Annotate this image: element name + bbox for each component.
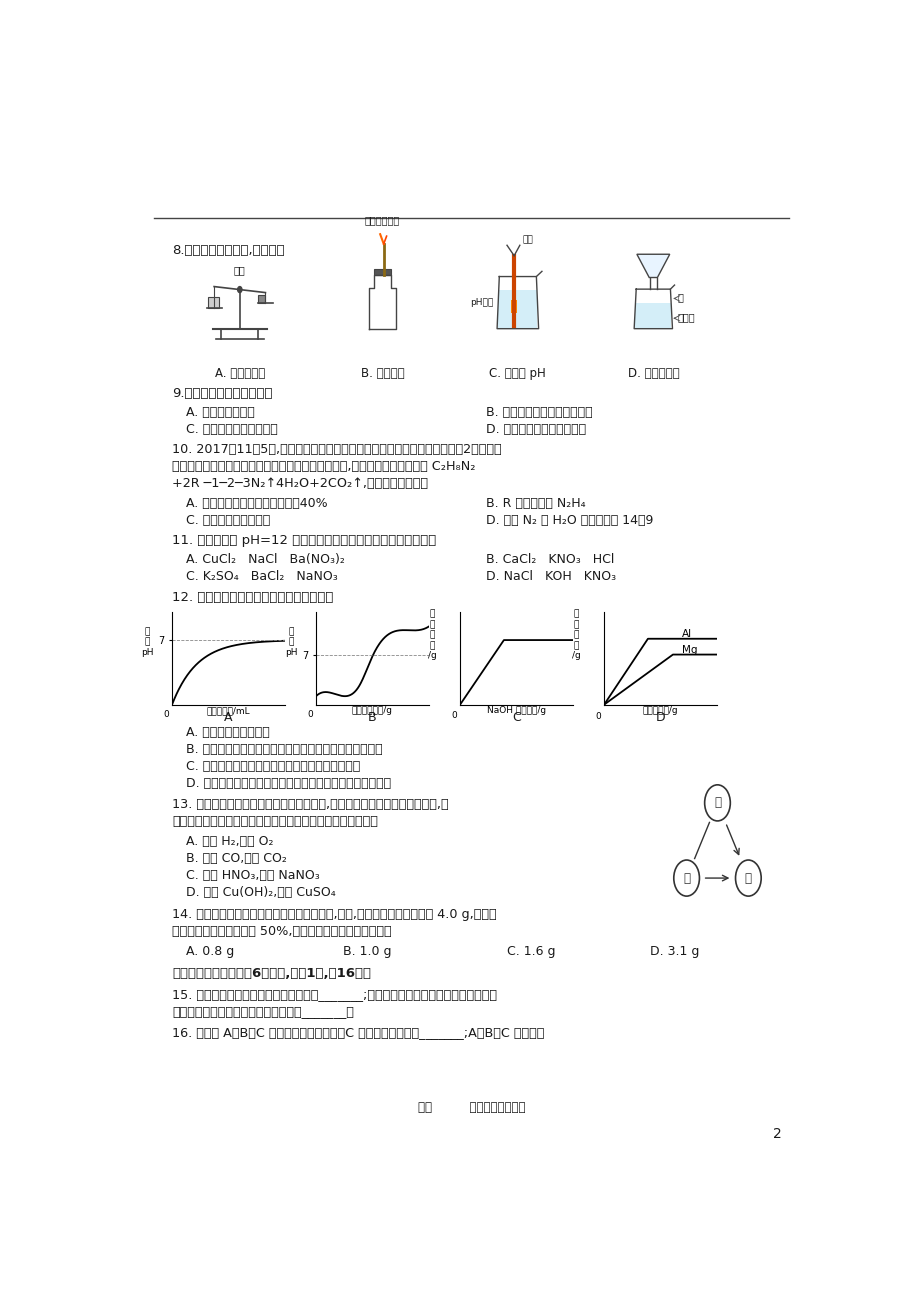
Text: B. 合成材料：合金、合成纤维: B. 合成材料：合金、合成纤维 (485, 406, 592, 419)
Polygon shape (636, 254, 669, 277)
Text: 体中钙元素的质量分数为 50%,则反应生成二氧化碳的质量为: 体中钙元素的质量分数为 50%,则反应生成二氧化碳的质量为 (172, 926, 391, 939)
Text: 13. 右图中表示相连的两种物质能发生反应,表示一种物质转化成另一种物质,部: 13. 右图中表示相连的两种物质能发生反应,表示一种物质转化成另一种物质,部 (172, 798, 448, 811)
Text: A. 向稀盐酸中不断加水: A. 向稀盐酸中不断加水 (186, 725, 270, 738)
Text: C. 测溶液 pH: C. 测溶液 pH (489, 367, 546, 380)
Text: B. 1.0 g: B. 1.0 g (343, 945, 391, 958)
Bar (634, 303, 670, 328)
Text: 甲: 甲 (713, 797, 720, 810)
Text: D. 向等质量的镁、铝中分别加入等质量分数的稀硫酸至过量: D. 向等质量的镁、铝中分别加入等质量分数的稀硫酸至过量 (186, 777, 391, 790)
Bar (258, 294, 265, 302)
Text: B. R 的化学式是 N₂H₄: B. R 的化学式是 N₂H₄ (485, 497, 584, 510)
Text: 10. 2017年11月5日,我国在西昌卫星发射中心用长征乙运载火箭成功发射了2颗北斗三: 10. 2017年11月5日,我国在西昌卫星发射中心用长征乙运载火箭成功发射了2… (172, 443, 501, 456)
Text: 镊子: 镊子 (522, 236, 533, 245)
Text: B: B (368, 711, 376, 724)
Text: A. 称量氯化钠: A. 称量氯化钠 (214, 367, 265, 380)
Bar (497, 290, 537, 328)
Text: C. 1.6 g: C. 1.6 g (506, 945, 555, 958)
Text: A: A (224, 711, 233, 724)
Text: D. 3.1 g: D. 3.1 g (649, 945, 698, 958)
Bar (511, 299, 516, 312)
Text: D. 乙是 Cu(OH)₂,丙是 CuSO₄: D. 乙是 Cu(OH)₂,丙是 CuSO₄ (186, 887, 335, 900)
Text: 15. 空气中含量较多且能供呼吸的气体是_______;地壳中含量最多的元素和人体中含量最: 15. 空气中含量较多且能供呼吸的气体是_______;地壳中含量最多的元素和人… (172, 988, 496, 1001)
Text: D. 有机物：酒精、碳酸氢钠: D. 有机物：酒精、碳酸氢钠 (485, 423, 585, 436)
Text: 9.下列物质的分类正确的是: 9.下列物质的分类正确的是 (172, 387, 272, 400)
Text: C. K₂SO₄   BaCl₂   NaNO₃: C. K₂SO₄ BaCl₂ NaNO₃ (186, 570, 337, 583)
Circle shape (673, 861, 698, 896)
Circle shape (734, 861, 760, 896)
Text: B. 向盐酸和氯化钙的混合溶液中逐滴加入纯碱溶液至过量: B. 向盐酸和氯化钙的混合溶液中逐滴加入纯碱溶液至过量 (186, 742, 382, 755)
Text: B. 检验氧气: B. 检验氧气 (360, 367, 403, 380)
Text: 8.下图所示实验操作,正确的是: 8.下图所示实验操作,正确的是 (172, 245, 284, 258)
Text: 二、填空题（本题包括6个小题,每空1分,共16分）: 二、填空题（本题包括6个小题,每空1分,共16分） (172, 967, 370, 980)
Text: 多的金属元素形成的化合物的化学式是_______。: 多的金属元素形成的化合物的化学式是_______。 (172, 1005, 354, 1018)
Text: C. 向盐酸和氧化镁的混合溶液中滴加氢氧化钠溶液: C. 向盐酸和氧化镁的混合溶液中滴加氢氧化钠溶液 (186, 760, 360, 773)
Text: 14. 取一定质量的碳酸钙高温加热一段时间后,冷却,测得剩余固体的质量为 4.0 g,剩余固: 14. 取一定质量的碳酸钙高温加热一段时间后,冷却,测得剩余固体的质量为 4.0… (172, 909, 496, 921)
Text: A. 碱：烧碱、纯碱: A. 碱：烧碱、纯碱 (186, 406, 255, 419)
Text: C. 甲是 HNO₃,丙是 NaNO₃: C. 甲是 HNO₃,丙是 NaNO₃ (186, 868, 320, 881)
Text: B. CaCl₂   KNO₃   HCl: B. CaCl₂ KNO₃ HCl (485, 553, 614, 566)
Text: 浓硫酸: 浓硫酸 (677, 312, 695, 322)
Text: 号全球组网卫星。此运载火箭的主要燃料是偏二甲肼,其反应的化学方程式为 C₂H₈N₂: 号全球组网卫星。此运载火箭的主要燃料是偏二甲肼,其反应的化学方程式为 C₂H₈N… (172, 460, 475, 473)
Text: 11. 下列物质在 pH=12 的溶液中能大量共存并形成无色溶液的是: 11. 下列物质在 pH=12 的溶液中能大量共存并形成无色溶液的是 (172, 534, 436, 547)
Text: 食盐: 食盐 (233, 264, 245, 275)
Text: D: D (655, 711, 664, 724)
Text: C. 氧化物：干冰、生石灰: C. 氧化物：干冰、生石灰 (186, 423, 278, 436)
Text: 水: 水 (677, 292, 683, 302)
Bar (373, 268, 391, 275)
Text: B. 乙是 CO,丙是 CO₂: B. 乙是 CO,丙是 CO₂ (186, 852, 287, 865)
Bar (208, 297, 220, 307)
Text: C: C (512, 711, 520, 724)
Text: A. 甲是 H₂,乙是 O₂: A. 甲是 H₂,乙是 O₂ (186, 835, 274, 848)
Text: C. 该反应属于分解反应: C. 该反应属于分解反应 (186, 514, 270, 527)
Text: 分反应物、生成物及反应条件未标出。则不可能出现的情况是: 分反应物、生成物及反应条件未标出。则不可能出现的情况是 (172, 815, 378, 828)
Text: 12. 下列图象能正确反映对应变化关系的是: 12. 下列图象能正确反映对应变化关系的是 (172, 591, 333, 604)
Text: D. NaCl   KOH   KNO₃: D. NaCl KOH KNO₃ (485, 570, 615, 583)
Text: 16. 下图是 A、B、C 三种元素的相关信息。C 元素的原子序数是_______;A、B、C 属于不同: 16. 下图是 A、B、C 三种元素的相关信息。C 元素的原子序数是______… (172, 1026, 544, 1039)
Text: 丙: 丙 (744, 871, 751, 884)
Text: pH试纸: pH试纸 (470, 298, 494, 307)
Text: 化学          第二页（共四页）: 化学 第二页（共四页） (417, 1100, 525, 1113)
Text: 带火星的木条: 带火星的木条 (364, 215, 400, 225)
Text: 2: 2 (772, 1126, 781, 1141)
Text: A. CuCl₂   NaCl   Ba(NO₃)₂: A. CuCl₂ NaCl Ba(NO₃)₂ (186, 553, 345, 566)
Text: +2R ─1─2─3N₂↑4H₂O+2CO₂↑,下列说法正确的是: +2R ─1─2─3N₂↑4H₂O+2CO₂↑,下列说法正确的是 (172, 477, 427, 490)
Text: A. 0.8 g: A. 0.8 g (186, 945, 234, 958)
Text: D. 稀释浓硫酸: D. 稀释浓硫酸 (627, 367, 678, 380)
Text: 乙: 乙 (683, 871, 689, 884)
Text: A. 偏二甲肼中的碳的质量分数为40%: A. 偏二甲肼中的碳的质量分数为40% (186, 497, 327, 510)
Circle shape (704, 785, 730, 822)
Circle shape (237, 286, 242, 293)
Text: D. 生成 N₂ 和 H₂O 的质量比为 14：9: D. 生成 N₂ 和 H₂O 的质量比为 14：9 (485, 514, 652, 527)
